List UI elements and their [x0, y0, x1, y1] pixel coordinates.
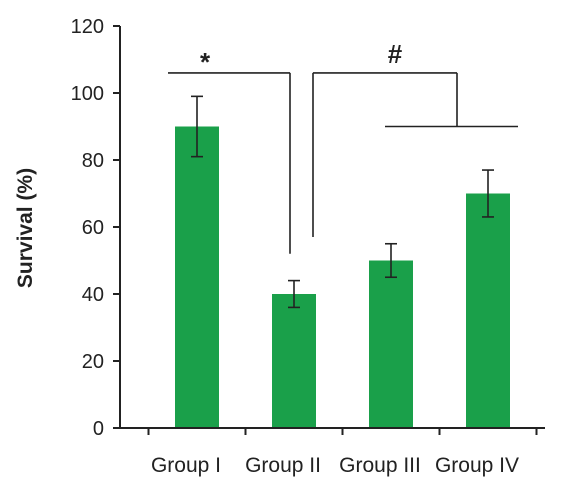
x-category-group: Group I Group II Group III Group IV	[151, 454, 519, 477]
bar-group-iii	[369, 260, 413, 428]
axes-group	[119, 26, 545, 435]
bar-group-i	[175, 126, 219, 428]
bar-group-iv	[466, 193, 510, 428]
x-category-label: Group I	[151, 454, 221, 477]
x-category-label: Group II	[245, 454, 321, 477]
y-tick-label: 60	[82, 217, 104, 239]
y-tick-label: 100	[71, 83, 104, 105]
y-tick-label: 80	[82, 150, 104, 172]
y-tick-group: 0 20 40 60 80 100 120	[71, 16, 120, 440]
y-tick-label: 0	[93, 418, 104, 440]
bar-group	[175, 126, 510, 428]
bar-group-ii	[272, 294, 316, 428]
x-category-label: Group III	[339, 454, 421, 477]
significance-label-hash: #	[388, 39, 403, 69]
y-tick-label: 40	[82, 284, 104, 306]
y-axis-title: Survival (%)	[14, 168, 37, 288]
significance-group: * #	[168, 39, 518, 254]
error-bar-group	[191, 95, 494, 309]
significance-label-star: *	[200, 47, 211, 77]
x-category-label: Group IV	[435, 454, 519, 477]
y-tick-label: 120	[71, 16, 104, 38]
y-tick-label: 20	[82, 351, 104, 373]
